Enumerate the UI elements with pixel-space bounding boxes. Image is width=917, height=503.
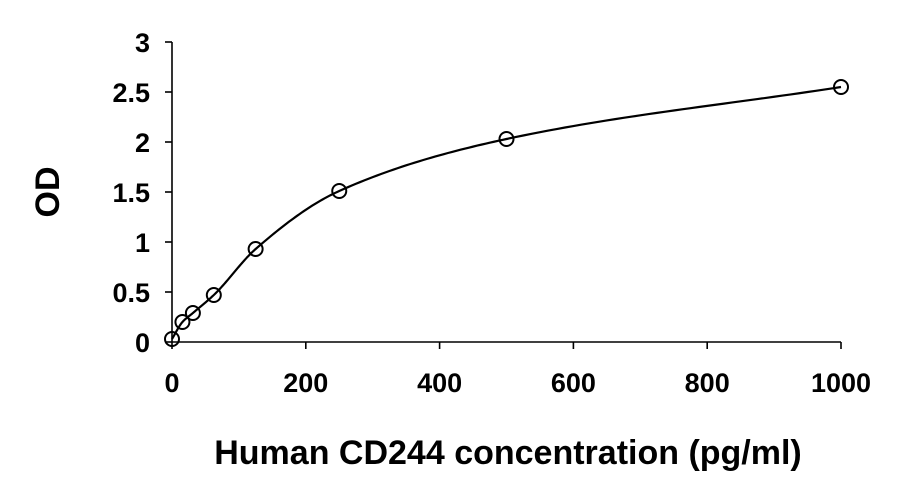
- data-point: [247, 241, 264, 257]
- data-point: [205, 287, 222, 303]
- data-point: [833, 79, 849, 95]
- y-tick-label: 1: [135, 228, 150, 258]
- tick-labels-layer: 0 200 400 600 800 1000 0 0.5 1 1.5 2 2.5 3: [112, 28, 871, 398]
- y-tick-label: 1.5: [112, 178, 150, 208]
- fit-curve-layer: [171, 85, 842, 340]
- y-tick-label: 3: [135, 28, 150, 58]
- data-point: [174, 314, 191, 330]
- x-tick-label: 1000: [811, 368, 871, 398]
- fit-curve-line: [171, 85, 842, 340]
- x-tick-label: 600: [551, 368, 596, 398]
- data-point: [331, 183, 348, 199]
- x-tick-label: 400: [417, 368, 462, 398]
- x-tick-label: 0: [164, 368, 179, 398]
- axes: [165, 41, 842, 349]
- data-point: [498, 131, 515, 147]
- y-tick-label: 0.5: [112, 278, 150, 308]
- y-axis-title: OD: [29, 167, 67, 218]
- data-point: [164, 331, 180, 347]
- x-tick-label: 800: [685, 368, 730, 398]
- y-tick-label: 0: [135, 328, 150, 358]
- y-tick-label: 2.5: [112, 78, 150, 108]
- data-points-layer: [164, 79, 849, 347]
- data-point: [184, 305, 201, 321]
- x-axis-title: Human CD244 concentration (pg/ml): [214, 434, 802, 472]
- x-tick-label: 200: [283, 368, 328, 398]
- y-tick-label: 2: [135, 128, 150, 158]
